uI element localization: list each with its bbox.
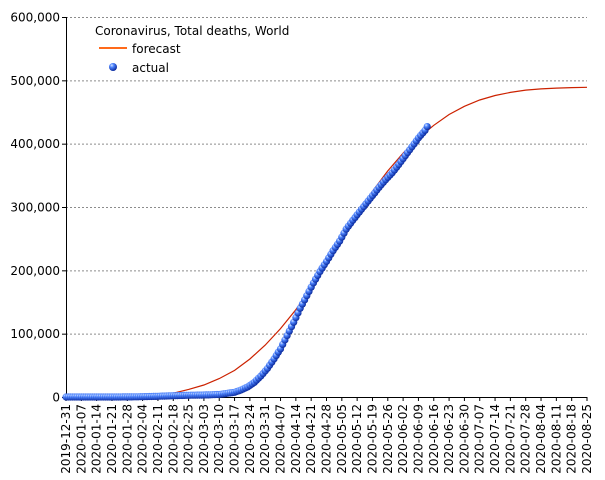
x-tick-label: 2020-03-10 [212,404,226,474]
x-tick-label: 2020-01-07 [74,404,88,474]
legend: Coronavirus, Total deaths, World forecas… [95,24,289,75]
x-tick-label: 2020-02-11 [151,404,165,474]
x-tick-label: 2020-03-03 [197,404,211,474]
x-tick-label: 2020-06-23 [442,404,456,474]
x-tick-label: 2019-12-31 [59,404,73,474]
y-tick-label: 300,000 [10,201,60,215]
x-tick-label: 2020-05-26 [381,404,395,474]
x-tick-label: 2020-02-18 [166,404,180,474]
x-tick-label: 2020-07-28 [519,404,533,474]
y-tick-label: 400,000 [10,137,60,151]
x-tick-label: 2020-07-07 [473,404,487,474]
x-tick-label: 2020-08-18 [565,404,579,474]
y-tick-label: 200,000 [10,264,60,278]
y-tick-label: 0 [52,391,60,405]
x-tick-label: 2020-08-25 [580,404,594,474]
x-tick-label: 2020-01-28 [120,404,134,474]
x-tick-label: 2020-05-05 [335,404,349,474]
x-tick-label: 2020-01-21 [105,404,119,474]
x-tick-label: 2020-08-04 [534,404,548,474]
y-tick-label: 100,000 [10,327,60,341]
x-tick-label: 2020-06-16 [427,404,441,474]
x-tick-label: 2020-05-12 [350,404,364,474]
forecast-line [66,86,588,398]
x-tick-label: 2020-03-17 [228,404,242,474]
y-tick-label: 600,000 [10,11,60,25]
legend-forecast-label: forecast [132,42,181,56]
x-tick-label: 2020-05-19 [365,404,379,474]
series-layer [62,86,588,401]
legend-actual-label: actual [132,61,169,75]
x-tick-label: 2020-04-14 [289,404,303,474]
x-tick-label: 2020-03-24 [243,404,257,474]
legend-actual-swatch [109,63,117,71]
x-tick-label: 2020-06-02 [396,404,410,474]
actual-point [423,123,431,131]
x-tick-label: 2020-07-14 [488,404,502,474]
x-tick-label: 2020-07-21 [503,404,517,474]
x-tick-label: 2020-08-11 [549,404,563,474]
axis-layer: 0 100,000 200,000 300,000 400,000 500,000 600,… [10,11,594,474]
x-tick-label: 2020-02-04 [136,404,150,474]
x-tick-label: 2020-01-14 [90,404,104,474]
grid-layer [66,17,587,335]
x-tick-label: 2020-02-25 [182,404,196,474]
x-tick-label: 2020-03-31 [258,404,272,474]
x-tick-label: 2020-06-09 [411,404,425,474]
chart-title: Coronavirus, Total deaths, World [95,24,289,38]
x-tick-label: 2020-04-28 [320,404,334,474]
x-tick-label: 2020-06-30 [457,404,471,474]
y-tick-label: 500,000 [10,74,60,88]
x-tick-label: 2020-04-07 [274,404,288,474]
x-tick-label: 2020-04-21 [304,404,318,474]
